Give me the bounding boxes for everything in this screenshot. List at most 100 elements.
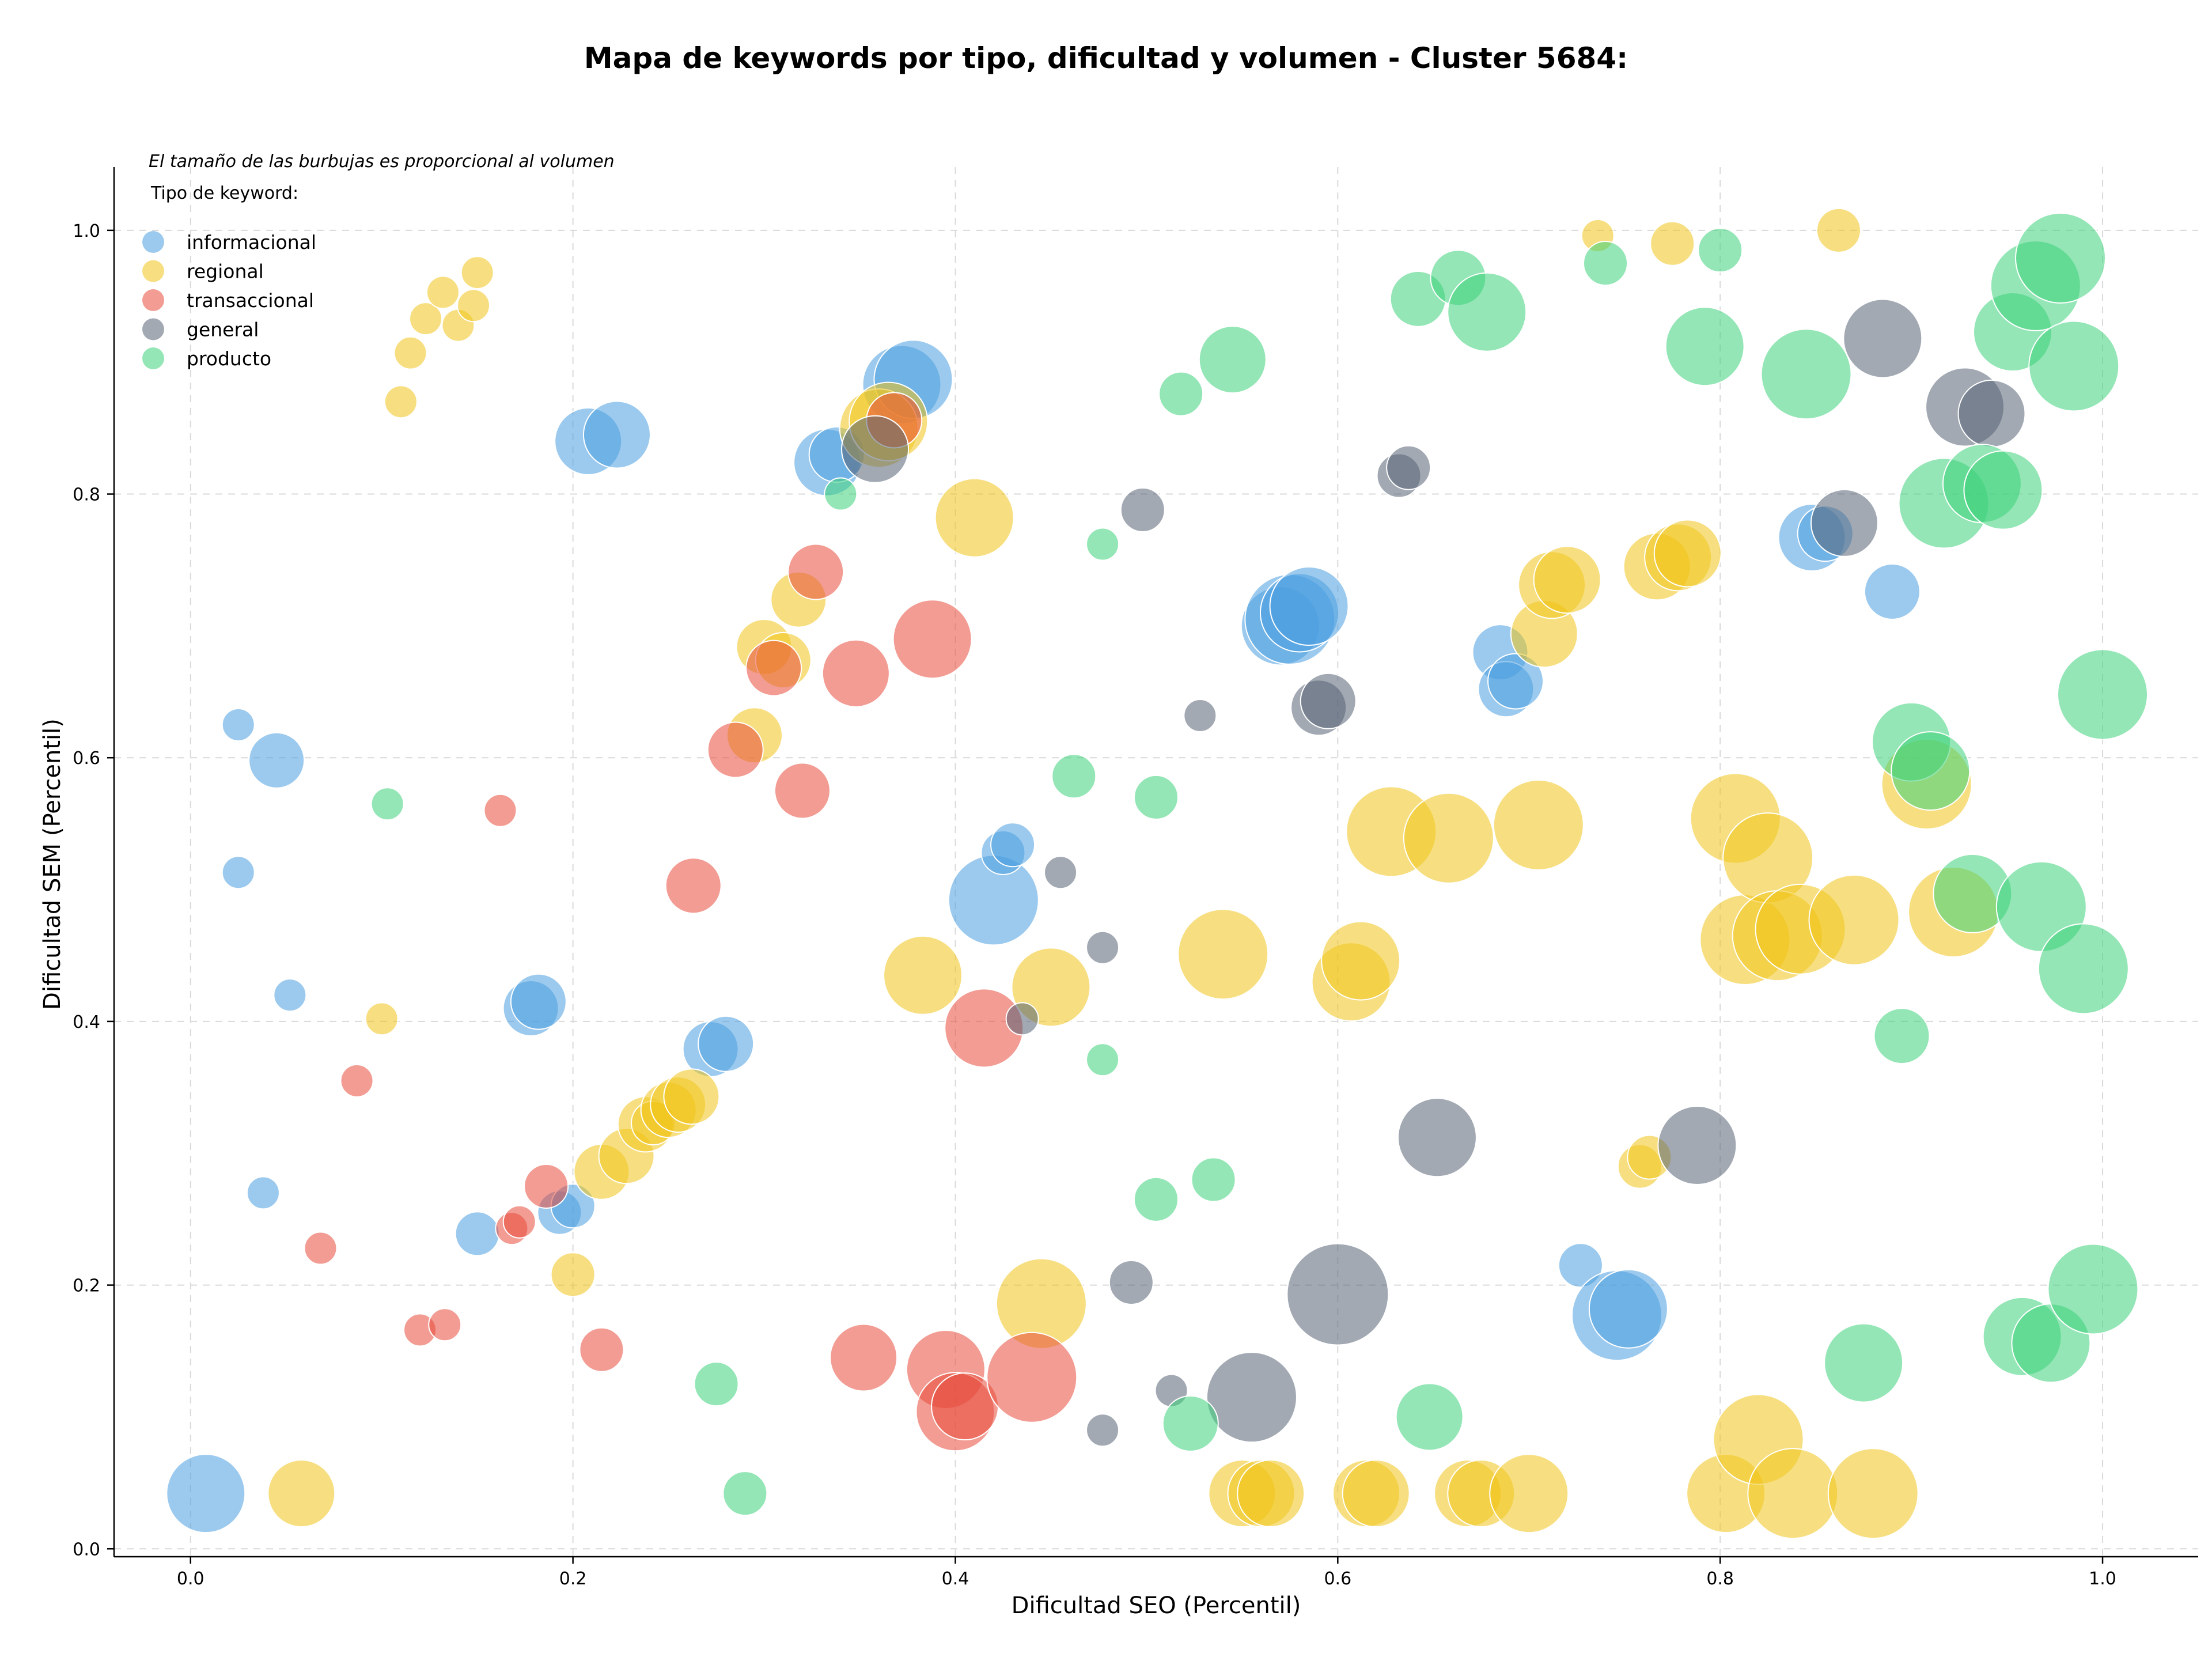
chart-axes: 0.0 0.2 0.4 0.6 0.8 1.0 0.0 0.2 0.4 0.6 0.8 1.0: [73, 167, 2198, 1589]
bubble-informacional: [1558, 1243, 1603, 1288]
legend: Tipo de keyword: informacional regional tr…: [142, 183, 316, 370]
y-tick-label: 0.8: [73, 485, 100, 505]
series-transaccional: [304, 392, 1078, 1452]
bubble-producto: [1583, 241, 1628, 286]
bubble-producto: [1891, 731, 1971, 811]
bubble-general: [1086, 1413, 1120, 1447]
x-tick-label: 0.6: [1324, 1569, 1351, 1589]
bubble-transaccional: [830, 1323, 898, 1392]
bubble-transaccional: [340, 1064, 374, 1098]
series-regional: [267, 207, 1999, 1539]
bubble-informacional: [582, 400, 651, 469]
bubble-producto: [1134, 774, 1179, 820]
bubble-general: [1086, 930, 1120, 964]
y-tick-label: 0.6: [73, 748, 100, 769]
bubble-regional: [550, 1252, 596, 1297]
bubble-regional: [1493, 779, 1584, 871]
bubble-regional: [457, 289, 491, 323]
bubble-general: [841, 415, 910, 483]
bubble-general: [1108, 1260, 1154, 1306]
bubble-informacional: [1863, 563, 1921, 620]
bubble-regional: [934, 478, 1014, 558]
bubble-transaccional: [745, 640, 802, 697]
bubble-size-note: El tamaño de las burbujas es proporciona…: [149, 152, 615, 172]
bubble-regional: [1827, 1448, 1919, 1539]
bubble-regional: [267, 1459, 336, 1528]
bubble-transaccional: [892, 599, 972, 679]
legend-title: Tipo de keyword:: [150, 183, 298, 203]
bubble-general: [1657, 1106, 1737, 1186]
bubble-regional: [365, 1002, 399, 1036]
y-axis-label: Dificultad SEM (Percentil): [39, 718, 66, 1010]
legend-label-producto: producto: [187, 347, 271, 370]
legend-marker-regional: [142, 260, 164, 282]
legend-label-informacional: informacional: [187, 231, 316, 253]
bubble-regional: [426, 275, 460, 309]
y-tick-label: 0.0: [73, 1539, 100, 1560]
bubble-general: [1206, 1352, 1297, 1443]
bubble-transaccional: [304, 1231, 338, 1265]
bubble-producto: [1051, 754, 1097, 799]
bubble-informacional: [990, 822, 1036, 868]
bubble-general: [1386, 445, 1431, 490]
bubble-informacional: [1269, 566, 1349, 646]
bubble-producto: [1134, 1176, 1179, 1222]
bubble-informacional: [454, 1211, 500, 1257]
y-tick-label: 0.4: [73, 1012, 100, 1032]
legend-label-transaccional: transaccional: [187, 289, 314, 312]
bubble-producto: [2028, 320, 2120, 412]
bubble-regional: [1342, 1459, 1410, 1528]
bubble-general: [1005, 1002, 1039, 1036]
bubble-informacional: [221, 708, 255, 742]
bubble-producto: [1162, 1395, 1219, 1452]
legend-marker-transaccional: [142, 289, 164, 311]
bubble-regional: [1177, 909, 1269, 1000]
bubble-informacional: [698, 1015, 755, 1072]
bubble-regional: [883, 935, 963, 1015]
bubble-informacional: [221, 856, 255, 890]
bubble-informacional: [1487, 653, 1544, 710]
y-tick-label: 1.0: [73, 221, 100, 241]
legend-marker-producto: [142, 347, 164, 369]
bubble-regional: [1533, 546, 1601, 614]
bubble-producto: [824, 477, 858, 511]
x-axis-label: Dificultad SEO (Percentil): [1012, 1592, 1301, 1619]
bubble-producto: [1873, 1008, 1930, 1065]
bubble-general: [1397, 1098, 1477, 1178]
bubble-producto: [2015, 212, 2107, 304]
bubble-general: [1044, 856, 1078, 890]
bubble-regional: [1816, 207, 1861, 253]
bubble-transaccional: [665, 857, 722, 914]
bubble-transaccional: [502, 1205, 536, 1239]
bubble-informacional: [246, 1176, 280, 1210]
bubble-regional: [663, 1068, 720, 1125]
bubble-producto: [1824, 1323, 1904, 1403]
bubble-regional: [409, 302, 443, 336]
series-producto: [370, 212, 2149, 1516]
x-tick-label: 1.0: [2089, 1569, 2116, 1589]
bubble-regional: [1650, 221, 1695, 266]
bubble-producto: [1191, 1157, 1236, 1202]
bubble-regional: [1321, 921, 1401, 1001]
bubble-regional: [1237, 1459, 1305, 1528]
bubble-producto: [2057, 649, 2149, 740]
chart-bubbles: [166, 207, 2149, 1539]
bubble-regional: [1403, 792, 1494, 884]
bubble-producto: [1158, 371, 1204, 417]
x-tick-label: 0.4: [942, 1569, 969, 1589]
bubble-general: [1286, 1243, 1389, 1346]
bubble-general: [1120, 487, 1165, 532]
bubble-general: [1810, 489, 1878, 557]
bubble-producto: [1395, 1383, 1464, 1451]
x-tick-label: 0.2: [559, 1569, 587, 1589]
bubble-general: [1300, 672, 1357, 729]
bubble-producto: [722, 1471, 768, 1516]
bubble-transaccional: [986, 1331, 1078, 1423]
bubble-informacional: [248, 732, 305, 789]
bubble-producto: [694, 1361, 739, 1407]
bubble-informacional: [166, 1454, 246, 1534]
bubble-transaccional: [821, 639, 890, 707]
bubble-informacional: [273, 978, 307, 1012]
series-general: [841, 298, 2026, 1447]
